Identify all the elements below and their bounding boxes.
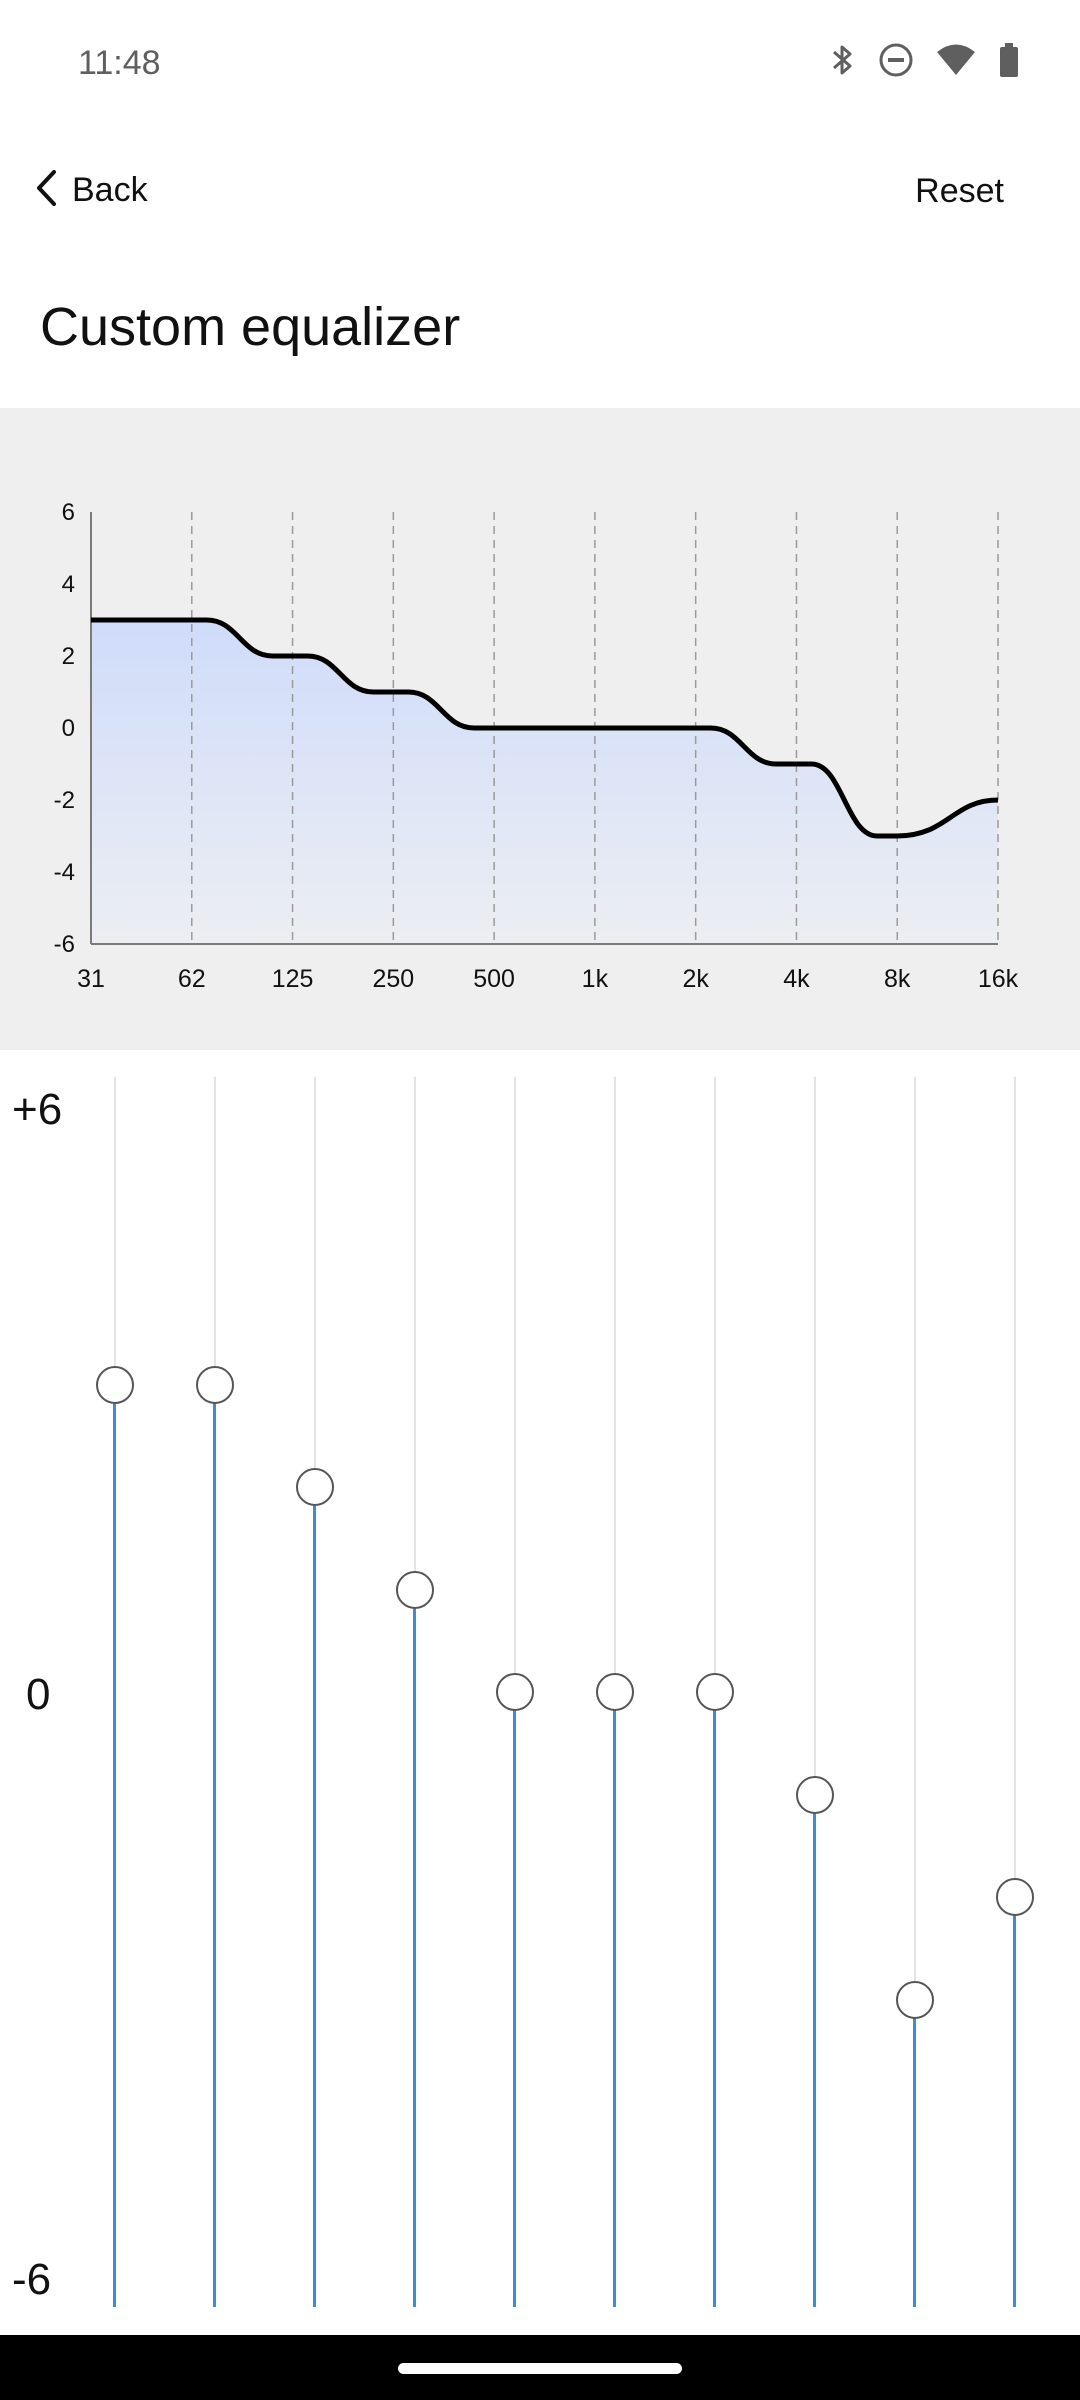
band-slider-2k[interactable]	[685, 1075, 745, 2310]
x-tick-label: 1k	[582, 965, 609, 993]
slider-thumb[interactable]	[796, 1775, 834, 1814]
slider-fill	[613, 1692, 616, 2307]
do-not-disturb-icon	[878, 42, 914, 78]
top-app-bar: Back Reset	[0, 150, 1080, 230]
x-tick-label: 31	[77, 965, 105, 993]
y-tick-label: -2	[54, 787, 75, 814]
slider-fill	[513, 1692, 516, 2307]
band-slider-125[interactable]	[285, 1075, 345, 2310]
slider-thumb[interactable]	[996, 1878, 1034, 1916]
slider-fill	[213, 1384, 216, 2307]
slider-fill	[913, 1999, 916, 2307]
slider-fill	[313, 1487, 316, 2307]
status-bar: 11:48	[0, 0, 1080, 130]
status-icons	[830, 42, 1020, 78]
y-tick-label: -4	[54, 859, 75, 886]
band-slider-250[interactable]	[385, 1075, 445, 2310]
page-title: Custom equalizer	[40, 297, 461, 357]
home-gesture-handle[interactable]	[398, 2363, 682, 2374]
curve-fill-area	[91, 620, 998, 944]
slider-thumb[interactable]	[296, 1468, 334, 1506]
band-slider-500[interactable]	[485, 1075, 545, 2310]
x-tick-label: 250	[372, 965, 414, 993]
scale-label-top: +6	[12, 1085, 63, 1134]
slider-track	[814, 1077, 816, 2307]
equalizer-curve	[91, 617, 999, 839]
slider-thumb[interactable]	[396, 1570, 434, 1609]
bluetooth-icon	[830, 42, 856, 78]
slider-thumb[interactable]	[96, 1365, 134, 1404]
y-tick-label: 6	[62, 499, 75, 526]
slider-thumb[interactable]	[896, 1980, 934, 2019]
y-tick-label: 0	[62, 715, 75, 742]
scale-label-mid: 0	[26, 1670, 51, 1719]
x-tick-label: 125	[272, 965, 314, 993]
reset-button[interactable]: Reset	[915, 172, 1004, 210]
x-tick-label: 8k	[884, 965, 911, 993]
chevron-left-icon	[34, 168, 60, 213]
slider-thumb[interactable]	[596, 1673, 634, 1711]
band-slider-62[interactable]	[185, 1075, 245, 2310]
equalizer-curve-chart: 6 4 2 0 -2 -4 -631 62 125 250 500 1k 2k 4k 8k 16k	[54, 499, 1019, 993]
band-slider-31[interactable]	[85, 1075, 145, 2310]
scale-label-bottom: -6	[12, 2255, 52, 2304]
band-slider-8k[interactable]	[885, 1075, 945, 2310]
status-time: 11:48	[78, 44, 161, 82]
x-tick-label: 16k	[978, 965, 1019, 993]
slider-fill	[413, 1589, 416, 2307]
equalizer-graph: 6 4 2 0 -2 -4 -6 31 62 125 250 500 1k 2k 4k 8k 16k	[0, 408, 1080, 1050]
slider-thumb[interactable]	[696, 1673, 734, 1711]
back-label: Back	[72, 171, 148, 209]
slider-thumb[interactable]	[196, 1365, 234, 1404]
y-tick-label: 2	[62, 643, 75, 670]
slider-fill	[1013, 1897, 1016, 2307]
x-tick-label: 4k	[783, 965, 810, 993]
band-sliders: +6 0 -6	[0, 1075, 1080, 2307]
slider-track	[1014, 1077, 1016, 2307]
back-button[interactable]: Back	[34, 168, 148, 213]
navigation-bar	[0, 2335, 1080, 2400]
wifi-icon	[936, 43, 976, 77]
x-tick-label: 62	[178, 965, 206, 993]
slider-fill	[113, 1384, 116, 2307]
slider-fill	[813, 1794, 816, 2307]
y-tick-label: -6	[54, 931, 75, 958]
x-tick-label: 500	[473, 965, 515, 993]
slider-track	[914, 1077, 916, 2307]
slider-thumb[interactable]	[496, 1673, 534, 1711]
battery-icon	[998, 42, 1020, 78]
x-tick-label: 2k	[682, 965, 709, 993]
y-tick-label: 4	[62, 571, 75, 598]
band-slider-4k[interactable]	[785, 1075, 845, 2310]
band-slider-1k[interactable]	[585, 1075, 645, 2310]
slider-fill	[713, 1692, 716, 2307]
band-slider-16k[interactable]	[985, 1075, 1045, 2310]
